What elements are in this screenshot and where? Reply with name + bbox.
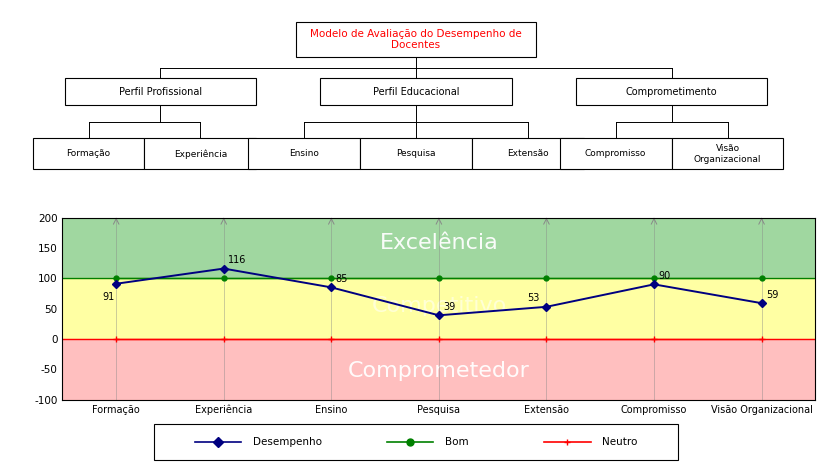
Bom [542,275,552,281]
Text: Extensão: Extensão [507,149,548,158]
Text: Neutro: Neutro [602,437,638,447]
Neutro [542,336,552,342]
Bom [326,275,336,281]
Text: Visão
Organizacional: Visão Organizacional [694,144,761,164]
Neutro [434,336,444,342]
Text: Pesquisa: Pesquisa [396,149,436,158]
Text: Experiência: Experiência [174,149,227,158]
Bar [145,138,256,169]
Bar [248,138,360,169]
Bom [111,275,121,281]
Neutro [111,336,121,342]
Bom [219,275,229,281]
Bar [576,78,767,105]
Text: Perfil Profissional: Perfil Profissional [119,87,202,97]
Line: Bom: Bom [114,276,764,280]
Line: Desempenho: Desempenho [113,265,765,318]
Bar [296,22,536,57]
Bom [649,275,659,281]
Text: Competitivo: Competitivo [371,296,507,315]
Text: 53: 53 [527,293,539,303]
Text: 85: 85 [335,274,348,284]
Text: Comprometimento: Comprometimento [626,87,717,97]
Text: Excelência: Excelência [379,233,498,253]
Bar [65,78,256,105]
Text: 39: 39 [443,302,455,312]
Text: Compromisso: Compromisso [585,149,646,158]
Desempenho [219,266,229,272]
Neutro [649,336,659,342]
Bar [62,339,815,400]
Bar [320,78,512,105]
Text: Ensino: Ensino [290,149,319,158]
Bar [32,138,145,169]
Desempenho [756,300,766,306]
Neutro [756,336,766,342]
Text: 90: 90 [658,271,671,281]
Line: Neutro: Neutro [113,336,765,342]
Desempenho [326,285,336,290]
Text: Desempenho: Desempenho [253,437,322,447]
Desempenho [649,281,659,287]
Text: Modelo de Avaliação do Desempenho de
Docentes: Modelo de Avaliação do Desempenho de Doc… [310,28,522,50]
Bar [62,278,815,339]
Neutro [219,336,229,342]
Bom [756,275,766,281]
Bar [154,424,678,460]
Neutro [326,336,336,342]
Desempenho [542,304,552,310]
Text: Perfil Educacional: Perfil Educacional [373,87,459,97]
Bar [360,138,472,169]
Desempenho [111,281,121,287]
Text: 59: 59 [765,289,778,299]
Bar [62,218,815,278]
Desempenho [434,313,444,318]
Bar [560,138,671,169]
Text: Comprometedor: Comprometedor [348,360,530,381]
Bom [434,275,444,281]
Text: Formação: Formação [67,149,111,158]
Bar [472,138,584,169]
Text: 116: 116 [228,255,246,265]
Bar [671,138,784,169]
Text: Bom: Bom [445,437,468,447]
Text: 91: 91 [102,292,115,302]
